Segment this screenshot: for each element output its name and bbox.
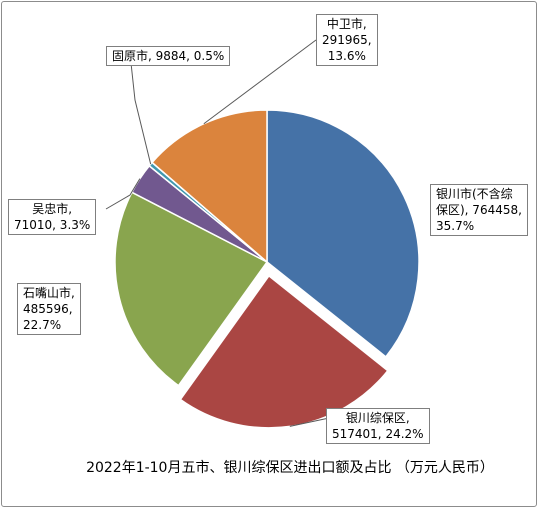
label-yinchuan: 银川市(不含综 保区), 764458, 35.7% — [430, 184, 528, 236]
slice-shizuishan — [114, 191, 269, 387]
label-guyuan: 固原市, 9884, 0.5% — [106, 46, 231, 66]
leader-wuzhong — [105, 178, 141, 210]
label-shizuishan: 石嘴山市, 485596, 22.7% — [17, 283, 81, 335]
label-zhongwei: 中卫市, 291965, 13.6% — [316, 14, 378, 66]
leader-guyuan — [130, 62, 152, 165]
slice-yinchuan — [266, 109, 420, 358]
slice-zhongwei — [151, 109, 268, 264]
leader-zhongwei — [203, 39, 317, 125]
label-wuzhong: 吴忠市, 71010, 3.3% — [8, 199, 97, 235]
chart-title: 2022年1-10月五市、银川综保区进出口额及占比 （万元人民币） — [86, 460, 494, 476]
label-yinchuan-ftz: 银川综保区, 517401, 24.2% — [326, 408, 430, 444]
